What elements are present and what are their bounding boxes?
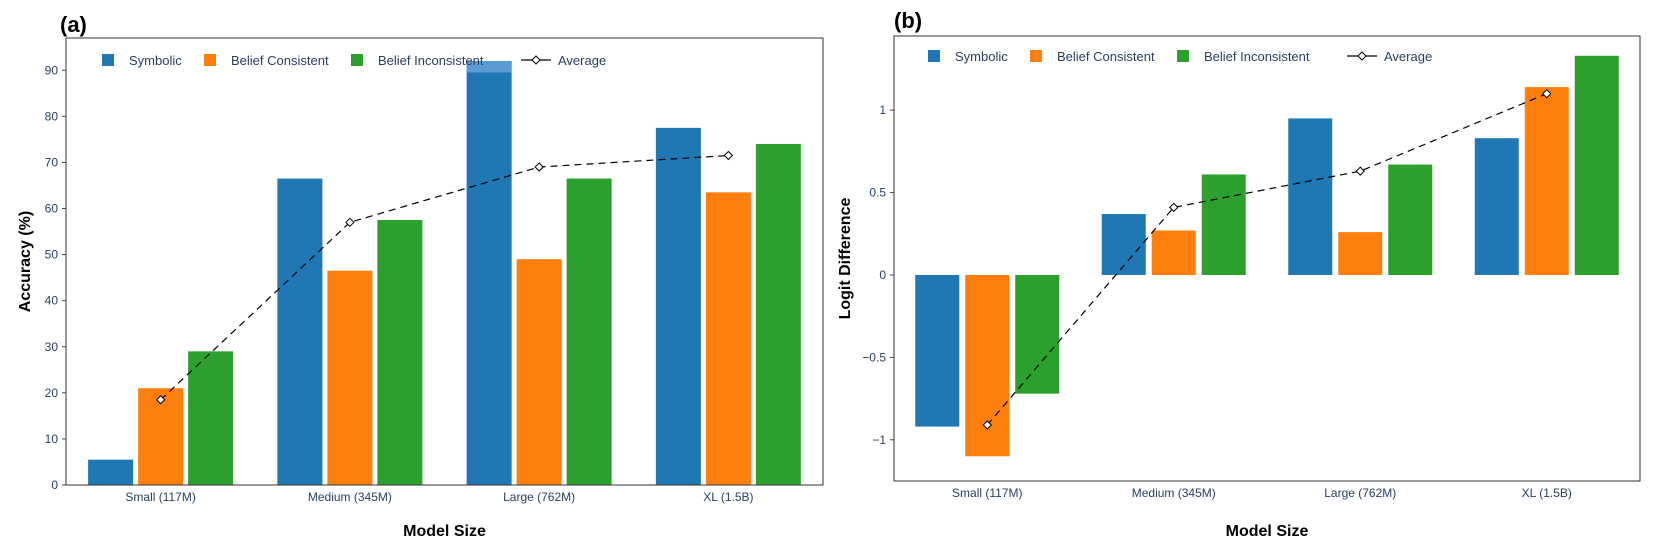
bar-symbolic xyxy=(655,127,701,485)
x-axis-title: Model Size xyxy=(403,523,486,540)
bar-belief-consistent xyxy=(327,270,373,485)
legend: Symbolic Belief Consistent Belief Inconsis… xyxy=(928,49,1432,64)
y-tick-label: 50 xyxy=(45,248,59,262)
average-marker xyxy=(534,162,544,172)
panel-accuracy: (a) 0 10 20 30 40 50 60 70 80 90 Small (117M) Medium… xyxy=(17,12,824,540)
x-tick-label: Small (117M) xyxy=(125,490,195,504)
legend-average-marker xyxy=(531,55,541,65)
average-line xyxy=(986,93,1547,426)
plot-frame xyxy=(65,37,824,486)
y-tick-label: 1 xyxy=(879,103,886,117)
average-marker xyxy=(155,395,166,405)
bar-belief-inconsistent xyxy=(1388,164,1433,275)
legend: Symbolic Belief Consistent Belief Inconsis… xyxy=(102,53,606,68)
legend-label: Belief Inconsistent xyxy=(1204,49,1310,64)
legend-label: Average xyxy=(558,53,606,68)
bar-belief-consistent xyxy=(1338,232,1383,275)
bar-symbolic xyxy=(915,274,960,427)
bar-belief-inconsistent xyxy=(1201,174,1246,275)
y-axis-title: Accuracy (%) xyxy=(17,211,34,312)
average-marker xyxy=(1355,166,1365,176)
y-tick-label: 20 xyxy=(45,386,59,400)
y-tick-label: 0.5 xyxy=(869,186,886,200)
bar-belief-inconsistent xyxy=(1574,55,1619,275)
average-marker xyxy=(1169,202,1179,213)
legend-label: Average xyxy=(1384,49,1432,64)
legend-label: Symbolic xyxy=(129,53,182,68)
y-tick-label: 10 xyxy=(45,432,59,446)
y-tick-label: 90 xyxy=(45,63,59,77)
average-marker xyxy=(982,420,992,430)
y-tick-label: 70 xyxy=(45,155,59,169)
y-tick-label: 0 xyxy=(879,268,886,282)
x-tick-label: Small (117M) xyxy=(952,486,1022,500)
bar-highlight-segment xyxy=(466,61,512,73)
legend-swatch xyxy=(1177,50,1189,62)
panel-logit-difference: (b) −1 −0.5 0 0.5 1 Small (117M) Medium (345M) L… xyxy=(837,8,1641,540)
bar-belief-inconsistent xyxy=(377,220,423,486)
legend-label: Belief Consistent xyxy=(1057,49,1155,64)
plot-frame xyxy=(893,35,1641,482)
x-tick-label: Medium (345M) xyxy=(1132,486,1216,500)
bar-belief-consistent xyxy=(1151,230,1196,275)
bar-belief-inconsistent xyxy=(188,351,234,485)
panel-label: (b) xyxy=(894,8,922,33)
bar-symbolic xyxy=(277,178,323,485)
x-tick-label: XL (1.5B) xyxy=(1522,486,1572,500)
y-tick-label: 80 xyxy=(45,109,59,123)
x-tick-label: Large (762M) xyxy=(503,490,575,504)
bar-symbolic xyxy=(466,61,512,486)
x-tick-label: XL (1.5B) xyxy=(703,490,753,504)
average-marker xyxy=(723,150,734,161)
panel-label: (a) xyxy=(60,12,87,37)
y-tick-label: 0 xyxy=(51,478,58,492)
x-tick-label: Large (762M) xyxy=(1324,486,1396,500)
y-tick-label: −1 xyxy=(872,433,886,447)
y-tick-label: −0.5 xyxy=(862,350,886,364)
average-line xyxy=(160,154,729,401)
legend-swatch xyxy=(1030,50,1042,62)
legend-swatch xyxy=(204,54,216,66)
average-marker xyxy=(345,217,355,228)
bar-symbolic xyxy=(1474,138,1519,275)
average-marker xyxy=(1542,88,1552,99)
x-tick-label: Medium (345M) xyxy=(308,490,392,504)
bar-belief-consistent xyxy=(1524,87,1569,275)
bar-symbolic xyxy=(88,459,134,485)
legend-label: Belief Consistent xyxy=(231,53,329,68)
legend-swatch xyxy=(928,50,940,62)
legend-average-marker xyxy=(1357,51,1367,61)
legend-label: Belief Inconsistent xyxy=(378,53,484,68)
legend-swatch xyxy=(351,54,363,66)
legend-swatch xyxy=(102,54,114,66)
bar-symbolic xyxy=(1288,118,1333,275)
y-tick-label: 60 xyxy=(45,202,59,216)
y-tick-label: 40 xyxy=(45,294,59,308)
bar-belief-consistent xyxy=(705,192,751,485)
bar-belief-consistent xyxy=(516,259,562,485)
bar-belief-inconsistent xyxy=(566,178,612,485)
bar-belief-inconsistent xyxy=(755,143,801,485)
bar-belief-inconsistent xyxy=(1015,274,1060,394)
x-axis-title: Model Size xyxy=(1226,523,1309,540)
legend-label: Symbolic xyxy=(955,49,1008,64)
y-tick-label: 30 xyxy=(45,340,59,354)
y-axis-title: Logit Difference xyxy=(837,198,854,320)
